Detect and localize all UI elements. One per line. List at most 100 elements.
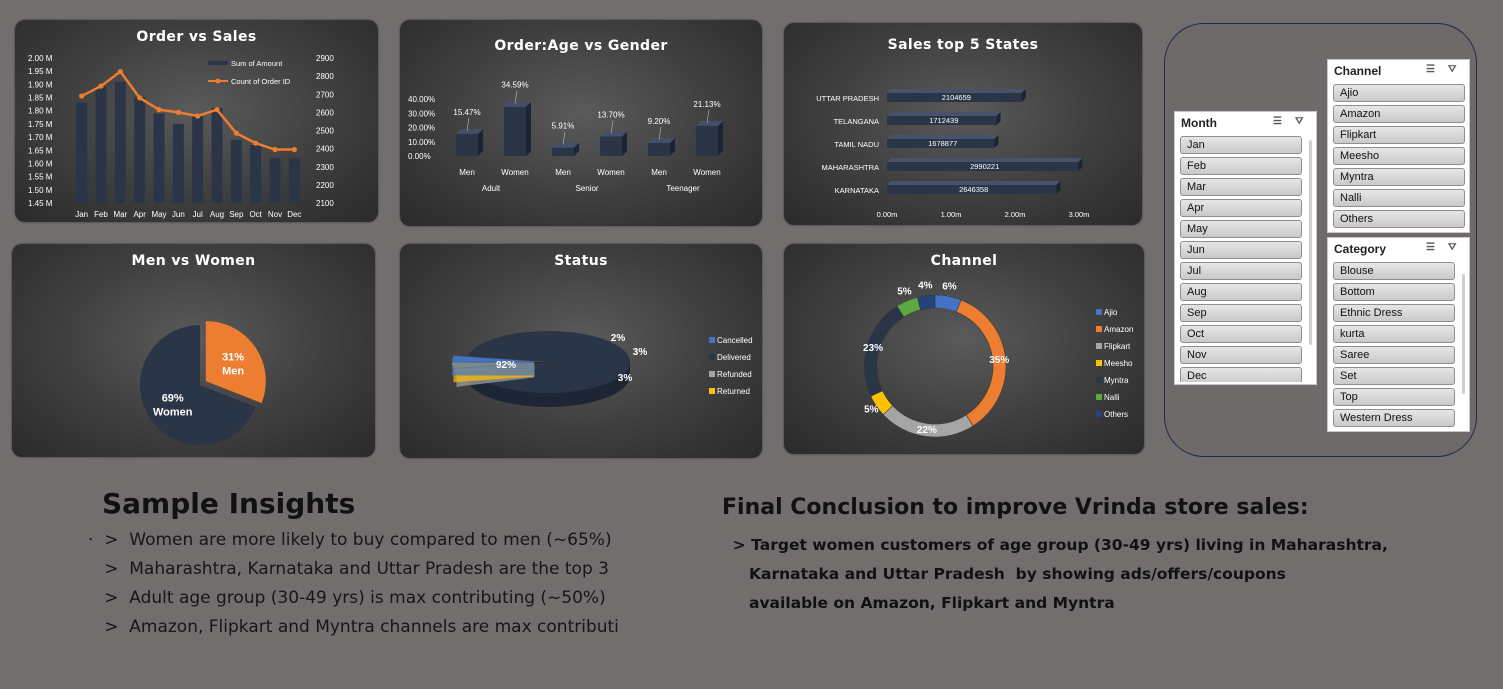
data-label: 92% [496, 360, 516, 371]
clear-filter-icon[interactable]: ⛛ [1295, 116, 1304, 127]
slicer-item[interactable]: Flipkart [1333, 126, 1465, 144]
line-point [137, 95, 143, 101]
bar [887, 116, 997, 125]
legend-label: Returned [717, 387, 750, 396]
slicer-item[interactable]: Set [1333, 367, 1455, 385]
slicer-item[interactable]: Meesho [1333, 147, 1465, 165]
y-tick-label: TELANGANA [834, 117, 879, 126]
x-tick-label: 2.00m [1005, 210, 1026, 219]
line-point [291, 146, 297, 153]
x-tick-label: 3.00m [1069, 210, 1090, 219]
slicer-item[interactable]: Nov [1180, 346, 1302, 364]
text-line: > Adult age group (30-49 yrs) is max con… [88, 588, 606, 608]
slicer-item[interactable]: Oct [1180, 325, 1302, 343]
text-line: > Target women customers of age group (3… [722, 536, 1388, 554]
bar-side [1021, 89, 1026, 102]
slicer-item[interactable]: Nalli [1333, 189, 1465, 207]
channel-chart: Channel 6% 35% 22% 5% 23% 5% 4% Ajio Amazon Flipk… [784, 244, 1144, 454]
data-label: 1712439 [929, 116, 958, 125]
slicer-item[interactable]: Aug [1180, 283, 1302, 301]
text-line: available on Amazon, Flipkart and Myntra [722, 594, 1115, 612]
scrollbar[interactable] [1462, 274, 1465, 394]
clear-filter-icon[interactable]: ⛛ [1448, 242, 1457, 253]
slicer-item[interactable]: Ajio [1333, 84, 1465, 102]
line-point [214, 107, 220, 113]
y-left-tick-label: 1.70 M [28, 133, 53, 142]
y-left-tick-label: 1.60 M [28, 159, 53, 168]
x-tick-label: Jan [75, 210, 88, 219]
final-conclusion: Final Conclusion to improve Vrinda store… [722, 495, 1482, 623]
slicer-item[interactable]: Saree [1333, 346, 1455, 364]
data-label: 22% [917, 425, 937, 436]
data-label: 2646358 [959, 185, 988, 194]
slicer-item[interactable]: Jan [1180, 136, 1302, 154]
slicer-item[interactable]: Feb [1180, 157, 1302, 175]
series-line [81, 69, 295, 151]
x-tick-label: Mar [113, 210, 127, 219]
slicer-item[interactable]: Mar [1180, 178, 1302, 196]
slicer-item[interactable]: Dec [1180, 367, 1302, 382]
y-right-tick-label: 2300 [316, 163, 334, 172]
text-line: > Maharashtra, Karnataka and Uttar Prade… [88, 559, 609, 579]
y-left-tick-label: 1.65 M [28, 146, 53, 155]
data-label: 21.13% [693, 100, 720, 109]
conclusion-title: Final Conclusion to improve Vrinda store… [722, 495, 1309, 520]
y-right-tick-label: 2200 [316, 181, 334, 190]
bar-side [1056, 181, 1061, 194]
data-label: 35% [989, 355, 1009, 366]
x-tick-label: 1.00m [941, 210, 962, 219]
legend-swatch [215, 78, 221, 84]
data-label: 3% [633, 347, 648, 358]
clear-filter-icon[interactable]: ⛛ [1448, 64, 1457, 75]
bar-top [696, 120, 723, 126]
text-line: Karnataka and Uttar Pradesh by showing a… [722, 565, 1286, 583]
slicer-item[interactable]: Amazon [1333, 105, 1465, 123]
bar [887, 162, 1079, 171]
data-label: 2990221 [970, 162, 999, 171]
slicer-item[interactable]: Blouse [1333, 262, 1455, 280]
slicer-item[interactable]: Top [1333, 388, 1455, 406]
slicer-item[interactable]: Jul [1180, 262, 1302, 280]
y-tick-label: MAHARASHTRA [821, 163, 879, 172]
bar [230, 139, 242, 203]
slicer-title: Category [1334, 242, 1387, 256]
slicer-item[interactable]: Western Dress [1333, 409, 1455, 427]
data-label: 23% [863, 343, 883, 354]
x-tick-label: Feb [94, 210, 108, 219]
leader-line [514, 90, 518, 104]
bar-side [996, 112, 1001, 125]
legend-swatch [1096, 326, 1102, 332]
y-left-tick-label: 1.45 M [28, 199, 53, 208]
slicer-item[interactable]: Sep [1180, 304, 1302, 322]
scrollbar[interactable] [1309, 140, 1312, 345]
x-tick-label: Men [651, 168, 667, 177]
slicer-item[interactable]: Jun [1180, 241, 1302, 259]
data-label: 69% [162, 393, 184, 405]
doughnut-slice [916, 294, 936, 311]
bar-side [994, 135, 999, 148]
legend-label: Nalli [1104, 393, 1120, 402]
slicer-item[interactable]: Ethnic Dress [1333, 304, 1455, 322]
line-point [79, 93, 85, 99]
y-tick-label: 40.00% [408, 95, 435, 104]
chart-title: Sales top 5 States [887, 37, 1039, 53]
data-label: 34.59% [501, 81, 528, 90]
slicer-item[interactable]: Myntra [1333, 168, 1465, 186]
bar [76, 102, 88, 203]
legend-swatch [709, 371, 715, 377]
y-tick-label: 20.00% [408, 124, 435, 133]
data-label: 3% [618, 373, 633, 384]
text-line: > Amazon, Flipkart and Myntra channels a… [88, 617, 619, 637]
y-right-tick-label: 2100 [316, 199, 334, 208]
y-right-tick-label: 2900 [316, 54, 334, 63]
multi-select-icon[interactable]: ☰ [1273, 116, 1282, 127]
multi-select-icon[interactable]: ☰ [1426, 242, 1435, 253]
data-label: 4% [918, 281, 933, 292]
legend-swatch [1096, 377, 1102, 383]
slicer-item[interactable]: Bottom [1333, 283, 1455, 301]
slicer-item[interactable]: kurta [1333, 325, 1455, 343]
slicer-item[interactable]: Apr [1180, 199, 1302, 217]
multi-select-icon[interactable]: ☰ [1426, 64, 1435, 75]
slicer-item[interactable]: Others [1333, 210, 1465, 228]
slicer-item[interactable]: May [1180, 220, 1302, 238]
